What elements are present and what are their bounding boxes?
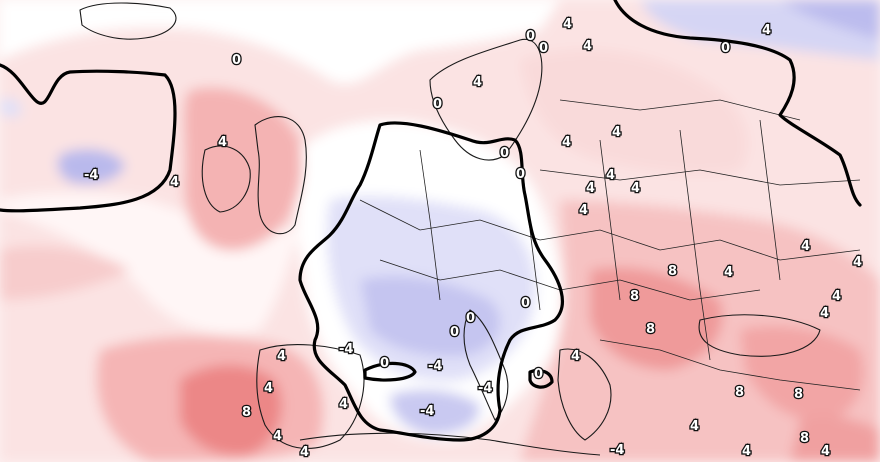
contour-label: 4 — [724, 265, 733, 280]
contour-label: 0 — [521, 296, 530, 311]
contour-label: 8 — [242, 405, 251, 420]
zero-contours — [0, 0, 862, 442]
contour-label: 8 — [794, 387, 803, 402]
contour-label: 8 — [630, 289, 639, 304]
contour-label: 4 — [218, 135, 227, 150]
contour-label: 8 — [668, 264, 677, 279]
contour-label: 0 — [450, 325, 459, 340]
contour-label: 0 — [539, 41, 548, 56]
contour-label: -4 — [428, 359, 442, 374]
contour-label: 4 — [273, 429, 282, 444]
contour-label: 0 — [516, 167, 525, 182]
contour-label: 0 — [534, 367, 543, 382]
contour-label: 8 — [646, 322, 655, 337]
contour-label: 4 — [264, 381, 273, 396]
contour-label: 8 — [735, 385, 744, 400]
contour-label: 4 — [762, 23, 771, 38]
contour-label: 4 — [586, 181, 595, 196]
contour-label: 4 — [820, 306, 829, 321]
contour-label: 4 — [571, 349, 580, 364]
contour-label: 4 — [801, 239, 810, 254]
contour-label: -4 — [339, 342, 353, 357]
contour-label: 4 — [853, 255, 862, 270]
contour-label: 0 — [466, 311, 475, 326]
contour-label: 4 — [612, 125, 621, 140]
contour-label: 0 — [433, 97, 442, 112]
contour-label: 4 — [631, 181, 640, 196]
contour-label: 0 — [380, 356, 389, 371]
contour-label: 4 — [606, 168, 615, 183]
contour-label: 4 — [300, 445, 309, 460]
contour-label: 4 — [690, 419, 699, 434]
contour-label: 4 — [742, 444, 751, 459]
contour-label: 0 — [232, 53, 241, 68]
contour-label: 4 — [277, 349, 286, 364]
contour-label: -4 — [420, 404, 434, 419]
contour-label: -4 — [84, 168, 98, 183]
contour-label: -4 — [610, 443, 624, 458]
contour-label: 4 — [821, 444, 830, 459]
contour-label: 4 — [170, 175, 179, 190]
contour-label: 4 — [339, 397, 348, 412]
contour-label: 4 — [579, 203, 588, 218]
contour-label: 4 — [473, 75, 482, 90]
contour-label: 0 — [526, 29, 535, 44]
contour-label: 0 — [721, 41, 730, 56]
contour-label: -4 — [478, 381, 492, 396]
contour-labels: 0 0 0 4 0 4 0 4 -4 4 4 0 4 0 4 4 4 4 4 4… — [83, 16, 864, 462]
contour-label: 4 — [563, 17, 572, 32]
contour-label: 4 — [832, 289, 841, 304]
contour-label: 4 — [583, 39, 592, 54]
contour-label: 8 — [800, 431, 809, 446]
contour-label: 4 — [562, 135, 571, 150]
contour-label: 0 — [500, 146, 509, 161]
